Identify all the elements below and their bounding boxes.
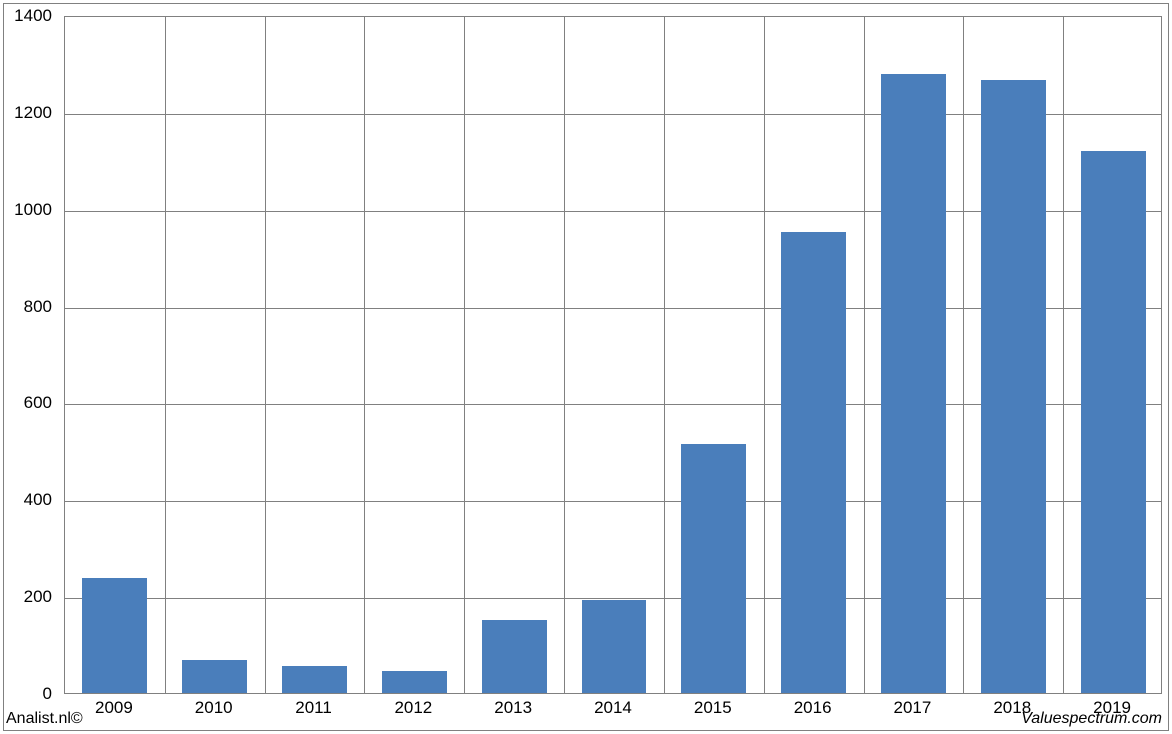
x-tick-label: 2015 (663, 698, 763, 718)
gridline-v (364, 17, 365, 693)
x-tick-label: 2011 (264, 698, 364, 718)
x-tick-label: 2012 (363, 698, 463, 718)
gridline-v (1063, 17, 1064, 693)
gridline-v (664, 17, 665, 693)
gridline-v (265, 17, 266, 693)
x-tick-label: 2018 (962, 698, 1062, 718)
gridline-v (864, 17, 865, 693)
bar (482, 620, 547, 693)
x-tick-label: 2017 (863, 698, 963, 718)
bar (382, 671, 447, 693)
bar (1081, 151, 1146, 693)
x-tick-label: 2010 (164, 698, 264, 718)
y-tick-label: 1000 (0, 200, 52, 220)
bar (82, 578, 147, 693)
x-tick-label: 2013 (463, 698, 563, 718)
gridline-v (764, 17, 765, 693)
y-tick-label: 200 (0, 587, 52, 607)
bar (781, 232, 846, 693)
gridline-v (564, 17, 565, 693)
y-tick-label: 800 (0, 297, 52, 317)
plot-area (64, 16, 1162, 694)
bar (981, 80, 1046, 693)
bar (681, 444, 746, 693)
y-tick-label: 400 (0, 490, 52, 510)
x-tick-label: 2014 (563, 698, 663, 718)
y-tick-label: 1400 (0, 6, 52, 26)
bar (282, 666, 347, 693)
y-tick-label: 600 (0, 393, 52, 413)
gridline-v (165, 17, 166, 693)
bar (582, 600, 647, 693)
bar (182, 660, 247, 693)
y-tick-label: 1200 (0, 103, 52, 123)
x-tick-label: 2019 (1062, 698, 1162, 718)
x-tick-label: 2009 (64, 698, 164, 718)
chart-frame: Analist.nl© Valuespectrum.com 0200400600… (3, 3, 1169, 731)
x-tick-label: 2016 (763, 698, 863, 718)
bar (881, 74, 946, 693)
gridline-v (963, 17, 964, 693)
gridline-v (464, 17, 465, 693)
y-tick-label: 0 (0, 684, 52, 704)
